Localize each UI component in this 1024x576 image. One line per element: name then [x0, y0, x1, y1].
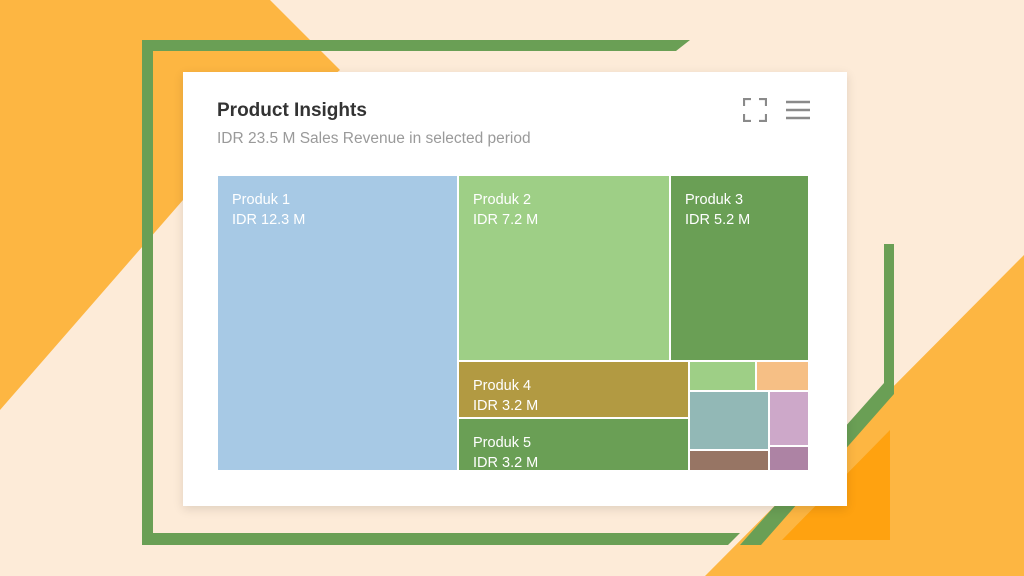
tile-product-name: Produk 3: [685, 192, 744, 208]
treemap-tile-small-9[interactable]: [689, 450, 769, 471]
tile-value-label: IDR 7.2 M: [473, 212, 539, 228]
treemap-tile-produk-3[interactable]: Produk 3 IDR 5.2 M: [670, 175, 809, 361]
treemap-tile-produk-5[interactable]: Produk 5 IDR 3.2 M: [458, 418, 689, 471]
hamburger-menu-icon[interactable]: [785, 98, 811, 122]
tile-value-label: IDR 5.2 M: [685, 212, 751, 228]
treemap-tile-produk-2[interactable]: Produk 2 IDR 7.2 M: [458, 175, 670, 361]
tile-product-name: Produk 5: [473, 435, 532, 451]
tile-product-name: Produk 1: [232, 192, 291, 208]
treemap-tile-small-6[interactable]: [756, 361, 809, 391]
tile-product-name: Produk 4: [473, 378, 532, 394]
product-insights-card: Product Insights IDR 23.5 M Sales Revenu…: [183, 72, 847, 506]
tile-product-name: Produk 2: [473, 192, 532, 208]
treemap-tile-small-7[interactable]: [689, 391, 769, 450]
card-title: Product Insights: [217, 100, 367, 121]
tile-value-label: IDR 3.2 M: [473, 455, 539, 471]
fullscreen-icon[interactable]: [743, 98, 767, 122]
treemap-tile-produk-4[interactable]: Produk 4 IDR 3.2 M: [458, 361, 689, 418]
tile-label: Produk 3 IDR 5.2 M: [685, 190, 750, 230]
tile-label: Produk 4 IDR 3.2 M: [473, 376, 538, 416]
tile-value-label: IDR 3.2 M: [473, 398, 539, 414]
treemap-chart: Produk 1 IDR 12.3 M Produk 2 IDR 7.2 M Produ…: [217, 175, 809, 471]
treemap-tile-produk-1[interactable]: Produk 1 IDR 12.3 M: [217, 175, 458, 471]
treemap-tile-small-5[interactable]: [689, 361, 756, 391]
tile-value-label: IDR 12.3 M: [232, 212, 306, 228]
tile-label: Produk 1 IDR 12.3 M: [232, 190, 305, 230]
tile-label: Produk 5 IDR 3.2 M: [473, 433, 539, 471]
treemap-tile-small-8[interactable]: [769, 391, 809, 446]
treemap-tile-small-10[interactable]: [769, 446, 809, 471]
card-subtitle: IDR 23.5 M Sales Revenue in selected per…: [217, 130, 531, 147]
tile-label: Produk 2 IDR 7.2 M: [473, 190, 538, 230]
